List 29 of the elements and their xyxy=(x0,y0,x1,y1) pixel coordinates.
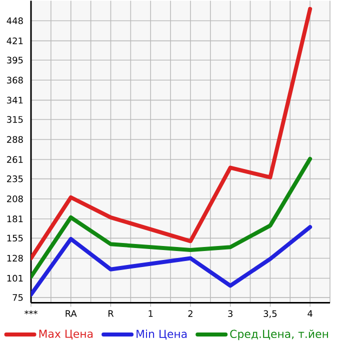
line-series xyxy=(31,6,312,260)
y-tick-label: 341 xyxy=(7,96,23,104)
y-tick-label: 395 xyxy=(7,56,23,64)
legend-label: Min Цена xyxy=(136,329,187,340)
x-tick-label: 3,5 xyxy=(264,310,277,318)
x-tick-label: 1 xyxy=(148,310,153,317)
y-tick-label: 288 xyxy=(7,136,23,143)
y-tick-label: 421 xyxy=(6,37,23,44)
line-series xyxy=(31,156,312,279)
x-tick-label: RA xyxy=(66,310,77,317)
y-tick-label: 101 xyxy=(7,274,23,282)
y-tick-label: 448 xyxy=(6,17,23,24)
y-tick-label: 315 xyxy=(7,116,23,123)
legend-label: Max Цена xyxy=(39,330,93,340)
x-tick-label: *** xyxy=(24,310,38,314)
x-tick-label: 4 xyxy=(308,310,312,317)
y-tick-label: 368 xyxy=(7,76,23,84)
x-tick-label: 3 xyxy=(228,310,232,317)
y-tick-label: 261 xyxy=(7,156,23,163)
y-tick-label: 235 xyxy=(7,175,23,182)
y-tick-label: 208 xyxy=(7,195,23,202)
y-tick-label: 155 xyxy=(7,234,23,242)
legend-label: Сред.Цена, т.йен xyxy=(230,329,328,340)
y-tick-label: 181 xyxy=(7,215,23,222)
x-tick-label: R xyxy=(108,310,114,317)
line-series xyxy=(31,224,312,296)
y-tick-label: 128 xyxy=(7,254,23,262)
x-tick-label: 2 xyxy=(188,310,192,317)
y-tick-label: 75 xyxy=(12,294,23,301)
